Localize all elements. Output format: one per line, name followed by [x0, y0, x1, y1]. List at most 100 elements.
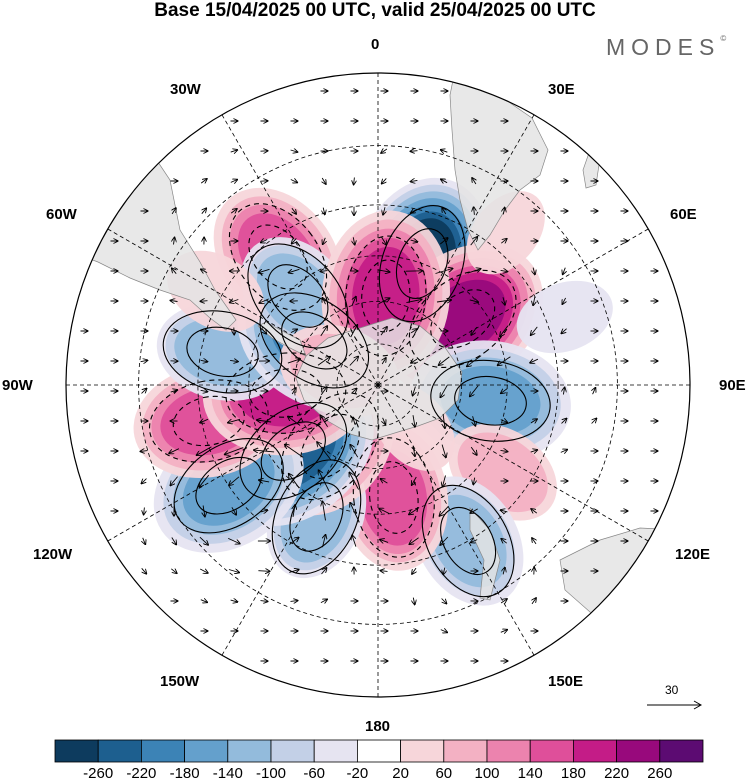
wind-vector-arrow	[169, 448, 180, 454]
wind-vector-arrow	[501, 388, 508, 394]
colorbar-tick-label: 100	[474, 765, 500, 782]
colorbar-swatch	[97, 739, 142, 763]
wind-vector-arrow	[353, 418, 355, 425]
wind-vector-arrow	[230, 600, 238, 602]
contour-line	[421, 484, 515, 598]
wind-vector-arrow	[257, 420, 272, 422]
wind-vector-arrow	[593, 388, 596, 395]
wind-vector-arrow	[380, 327, 387, 336]
wind-vector-arrow	[228, 418, 241, 422]
wind-vector-arrow	[439, 356, 450, 365]
wind-vector-arrow	[262, 328, 267, 333]
wind-vector-arrow	[413, 386, 416, 396]
wind-vector-arrow	[563, 267, 566, 275]
wind-vector-arrow	[410, 240, 418, 242]
wind-vector-arrow	[411, 359, 418, 363]
latitude-circle	[248, 255, 508, 515]
wind-vector-arrow	[378, 298, 390, 305]
contour-line	[247, 243, 349, 349]
wind-vector-arrow	[288, 417, 301, 426]
lon-label-0: 0	[371, 36, 380, 53]
latitude-circle	[197, 204, 559, 566]
wind-vector-arrow	[411, 180, 418, 181]
colorbar-tick-label: -180	[169, 765, 200, 782]
wind-vector-arrow	[381, 479, 388, 483]
wind-vector-arrow	[170, 476, 178, 486]
wind-vector-arrow	[203, 505, 205, 517]
wind-vector-arrow	[500, 450, 508, 451]
wind-vector-arrow	[381, 571, 388, 572]
wind-vector-arrow	[230, 180, 237, 183]
wind-vector-arrow	[591, 419, 597, 424]
meridian-line	[377, 228, 649, 386]
colorbar-swatch	[486, 739, 531, 763]
wind-vector-arrow	[379, 509, 390, 514]
wind-vector-arrow	[413, 415, 415, 427]
wind-vector-arrow	[560, 450, 567, 453]
wind-vector-arrow	[142, 478, 147, 484]
wind-vector-arrow	[500, 599, 507, 603]
contour-line	[267, 264, 329, 328]
contour-line	[239, 401, 348, 501]
wind-vector-arrow	[285, 445, 304, 458]
wind-vector-arrow	[472, 178, 476, 185]
wind-vector-arrow	[349, 473, 359, 490]
contour-line	[368, 461, 419, 534]
wind-vector-arrow	[292, 238, 297, 243]
wind-vector-arrow	[229, 476, 240, 485]
contour-line	[195, 456, 262, 515]
contour-line	[186, 326, 259, 378]
wind-vector-arrow	[323, 298, 326, 305]
map-border	[65, 72, 691, 698]
colorbar-swatch	[529, 739, 574, 763]
wind-vector-arrow	[174, 238, 175, 245]
wind-vector-arrow	[561, 419, 567, 424]
wind-vector-arrow	[289, 570, 298, 573]
wind-vector-arrow	[254, 450, 275, 452]
wind-vector-arrow	[259, 269, 270, 272]
wind-vector-arrow	[500, 420, 507, 423]
wind-vector-arrow	[350, 325, 358, 338]
wind-vector-arrow	[352, 535, 357, 547]
brand-text: MODES	[606, 34, 721, 60]
colorbar-swatch	[184, 739, 229, 763]
wind-vector-arrow	[533, 267, 535, 275]
wind-vector-arrow	[473, 477, 474, 485]
wind-vector-arrow	[202, 208, 206, 214]
streamfunction-contours	[148, 203, 551, 598]
lon-label-90e: 90E	[719, 377, 746, 394]
wind-vector-arrow	[382, 178, 387, 183]
wind-vector-arrow	[317, 442, 332, 461]
wind-vector-arrow	[470, 237, 478, 246]
wind-vector-arrow	[317, 357, 330, 366]
wind-vector-arrow	[440, 384, 448, 398]
wind-vector-arrow	[320, 599, 327, 602]
wind-vector-arrow	[470, 385, 479, 397]
wind-vector-arrow	[503, 568, 505, 575]
wind-vector-arrow	[410, 329, 417, 333]
reference-vector-arrow	[647, 700, 703, 710]
contour-line	[345, 235, 427, 357]
wind-vector-arrow	[287, 359, 300, 364]
wind-vector-arrow	[443, 567, 445, 575]
contour-line	[259, 292, 370, 389]
colorbar-tick-label: 20	[392, 765, 409, 782]
contour-line	[148, 379, 269, 463]
colorbar-swatch	[313, 739, 358, 763]
latitude-circle	[138, 145, 618, 625]
contour-group	[173, 437, 284, 534]
wind-vector-arrow	[470, 508, 478, 513]
wind-vector-arrow	[532, 538, 536, 545]
wind-vector-arrow	[406, 299, 421, 304]
wind-vector-arrow	[321, 271, 328, 272]
wind-vector-arrow	[171, 301, 178, 302]
wind-vector-arrow	[322, 177, 326, 184]
wind-vector-arrow	[323, 207, 325, 215]
wind-vector-arrow	[383, 207, 385, 214]
wind-vector-arrow	[230, 150, 238, 152]
wind-vector-arrow	[441, 598, 447, 604]
wind-vector-arrow	[562, 297, 565, 304]
wind-vector-arrow	[440, 630, 447, 633]
wind-vector-arrow	[289, 269, 300, 272]
wind-vector-arrow	[199, 569, 208, 573]
